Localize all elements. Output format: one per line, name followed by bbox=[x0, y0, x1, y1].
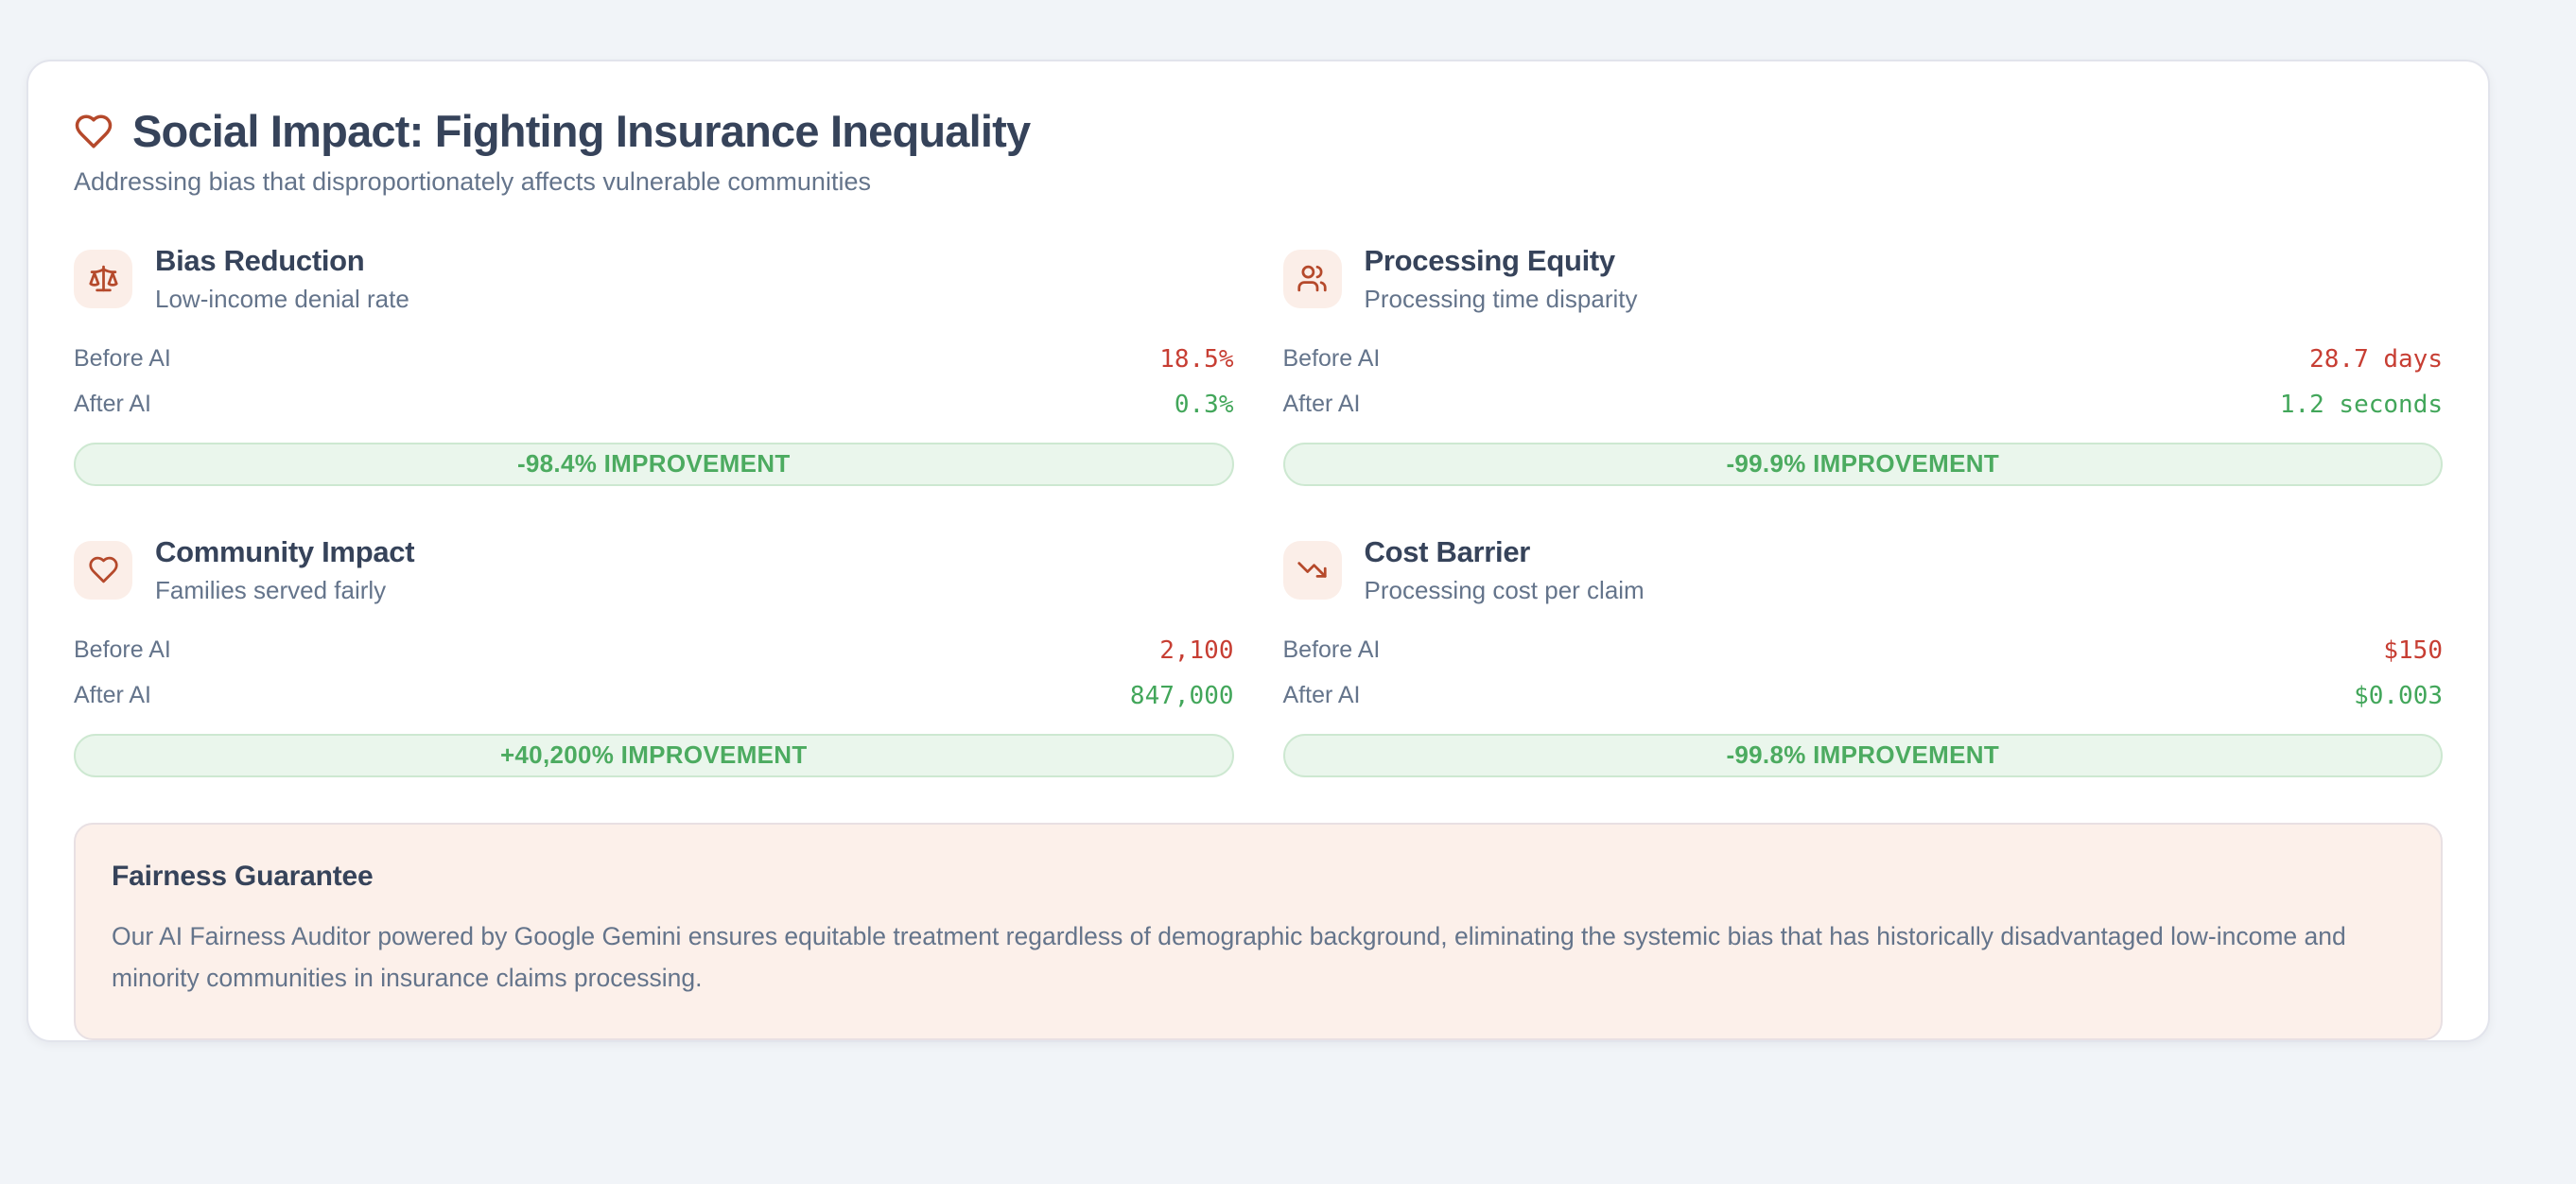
page-title: Social Impact: Fighting Insurance Inequa… bbox=[132, 106, 1031, 156]
scale-icon bbox=[74, 249, 132, 308]
improvement-badge: -98.4% IMPROVEMENT bbox=[74, 442, 1234, 486]
metric-rows: Before AI 2,100 After AI 847,000 bbox=[74, 628, 1234, 719]
after-ai-value: 847,000 bbox=[1129, 681, 1234, 710]
before-ai-row: Before AI 2,100 bbox=[74, 628, 1234, 673]
before-ai-value: 2,100 bbox=[1159, 636, 1234, 665]
after-ai-label: After AI bbox=[1282, 682, 1361, 709]
page-subtitle: Addressing bias that disproportionately … bbox=[74, 166, 871, 196]
metric-subtitle: Processing time disparity bbox=[1364, 284, 1638, 313]
metric-card-community-impact: Community Impact Families served fairly … bbox=[74, 535, 1234, 777]
after-ai-row: After AI 1.2 seconds bbox=[1283, 382, 2444, 427]
metric-titles: Processing Equity Processing time dispar… bbox=[1365, 244, 1638, 314]
metric-subtitle: Families served fairly bbox=[155, 575, 387, 604]
metric-title: Bias Reduction bbox=[155, 243, 365, 277]
metric-card-cost-barrier: Cost Barrier Processing cost per claim B… bbox=[1282, 535, 2444, 777]
metric-rows: Before AI 18.5% After AI 0.3% bbox=[74, 337, 1234, 427]
metric-card-bias-reduction: Bias Reduction Low-income denial rate Be… bbox=[74, 244, 1234, 486]
after-ai-value: $0.003 bbox=[2354, 681, 2443, 710]
improvement-badge: -99.9% IMPROVEMENT bbox=[1282, 442, 2443, 486]
heart-icon bbox=[75, 114, 113, 148]
metric-titles: Cost Barrier Processing cost per claim bbox=[1365, 535, 1645, 605]
metric-header: Community Impact Families served fairly bbox=[74, 535, 1234, 605]
after-ai-row: After AI $0.003 bbox=[1283, 673, 2444, 719]
after-ai-value: 1.2 seconds bbox=[2279, 390, 2443, 419]
after-ai-row: After AI 847,000 bbox=[74, 673, 1234, 719]
fairness-body: Our AI Fairness Auditor powered by Googl… bbox=[112, 921, 2346, 992]
after-ai-label: After AI bbox=[74, 682, 151, 709]
metric-rows: Before AI 28.7 days After AI 1.2 seconds bbox=[1283, 337, 2444, 427]
before-ai-row: Before AI 28.7 days bbox=[1283, 337, 2444, 382]
after-ai-label: After AI bbox=[1282, 391, 1361, 418]
metric-title: Community Impact bbox=[155, 534, 415, 568]
metric-title: Cost Barrier bbox=[1364, 534, 1531, 568]
before-ai-value: $150 bbox=[2383, 636, 2443, 665]
metric-rows: Before AI $150 After AI $0.003 bbox=[1283, 628, 2444, 719]
before-ai-value: 18.5% bbox=[1159, 344, 1234, 374]
after-ai-value: 0.3% bbox=[1174, 390, 1234, 419]
metric-header: Processing Equity Processing time dispar… bbox=[1282, 244, 2444, 314]
fairness-title: Fairness Guarantee bbox=[112, 860, 374, 892]
card-header: Social Impact: Fighting Insurance Inequa… bbox=[74, 107, 2443, 156]
metric-grid: Bias Reduction Low-income denial rate Be… bbox=[74, 244, 2443, 777]
metric-card-processing-equity: Processing Equity Processing time dispar… bbox=[1282, 244, 2444, 486]
after-ai-label: After AI bbox=[74, 391, 151, 418]
metric-subtitle: Processing cost per claim bbox=[1364, 575, 1645, 604]
metric-titles: Bias Reduction Low-income denial rate bbox=[155, 244, 409, 314]
metric-header: Cost Barrier Processing cost per claim bbox=[1282, 535, 2444, 605]
metric-title: Processing Equity bbox=[1364, 243, 1616, 277]
metric-titles: Community Impact Families served fairly bbox=[155, 534, 415, 605]
metric-header: Bias Reduction Low-income denial rate bbox=[74, 244, 1234, 314]
before-ai-label: Before AI bbox=[1282, 345, 1381, 373]
users-icon bbox=[1282, 249, 1342, 308]
improvement-badge: -99.8% IMPROVEMENT bbox=[1282, 733, 2443, 777]
trending-down-icon bbox=[1282, 540, 1342, 600]
fairness-guarantee-box: Fairness Guarantee Our AI Fairness Audit… bbox=[74, 822, 2443, 1040]
after-ai-row: After AI 0.3% bbox=[74, 382, 1234, 427]
before-ai-row: Before AI 18.5% bbox=[74, 337, 1234, 382]
before-ai-row: Before AI $150 bbox=[1283, 628, 2444, 673]
before-ai-value: 28.7 days bbox=[2309, 344, 2443, 374]
heart-icon bbox=[74, 540, 132, 600]
metric-subtitle: Low-income denial rate bbox=[155, 284, 409, 313]
improvement-badge: +40,200% IMPROVEMENT bbox=[74, 733, 1234, 777]
before-ai-label: Before AI bbox=[1282, 636, 1381, 664]
before-ai-label: Before AI bbox=[74, 636, 171, 664]
before-ai-label: Before AI bbox=[74, 345, 171, 373]
social-impact-card: Social Impact: Fighting Insurance Inequa… bbox=[26, 60, 2490, 1042]
